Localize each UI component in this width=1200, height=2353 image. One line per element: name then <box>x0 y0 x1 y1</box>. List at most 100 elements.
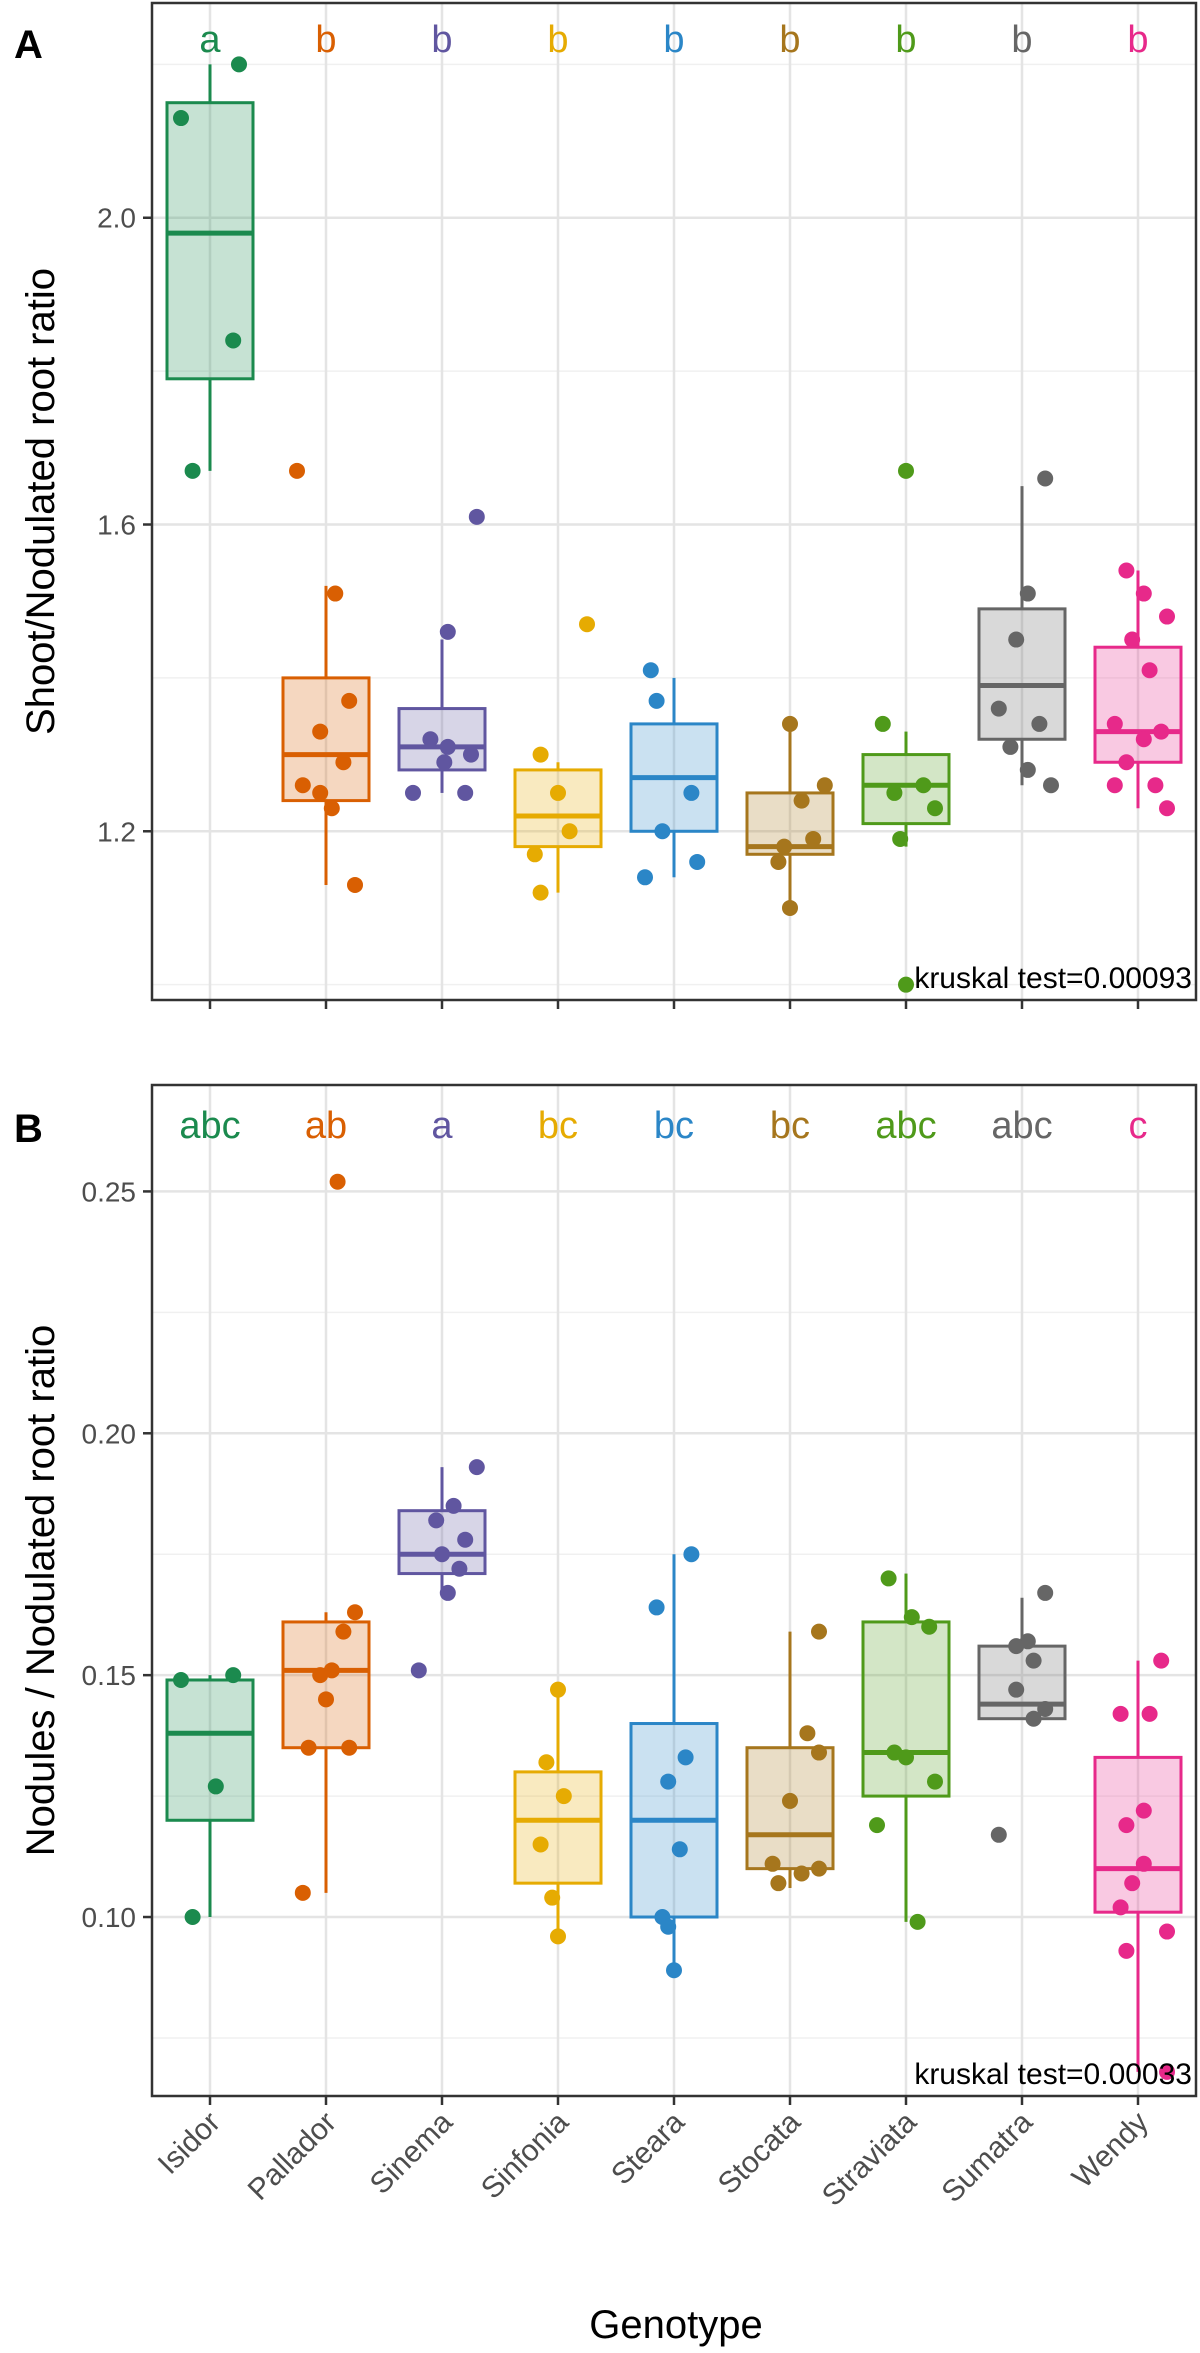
box-sinfonia <box>513 1689 603 1932</box>
y-tick-label: 0.25 <box>82 1176 137 1207</box>
data-point <box>689 853 706 870</box>
data-point <box>184 462 201 479</box>
data-point <box>642 662 659 679</box>
data-point <box>1159 2063 1175 2080</box>
panel-b-label: B <box>14 1107 43 1151</box>
data-point <box>550 784 566 801</box>
significance-letter: b <box>315 19 336 61</box>
panel-border <box>150 1 1198 1002</box>
data-point <box>173 110 189 127</box>
data-point <box>921 1618 938 1635</box>
data-point <box>927 800 943 817</box>
data-point <box>405 784 421 801</box>
panel-a: a b b b b b b b b 1.2 1.6 2.0 kruskal test=0.00093 Sh… <box>19 1 1198 1009</box>
box-pallador <box>281 1612 371 1893</box>
significance-letter: bc <box>770 1105 810 1147</box>
data-point <box>544 1889 561 1906</box>
data-point <box>173 1671 189 1688</box>
data-point <box>1118 754 1135 771</box>
data-point <box>1135 1855 1152 1872</box>
data-point <box>347 876 363 893</box>
data-point <box>880 1570 897 1587</box>
data-point <box>341 1739 358 1756</box>
box-iqr <box>165 1678 255 1822</box>
significance-letter: a <box>199 19 221 61</box>
y-axis-title: Nodules / Nodulated root ratio <box>19 1325 63 1856</box>
data-point <box>532 746 549 763</box>
data-point <box>1025 1652 1042 1669</box>
significance-letter: b <box>547 19 568 61</box>
data-point <box>289 462 305 479</box>
data-point <box>225 1667 242 1684</box>
data-point <box>327 585 344 602</box>
data-point <box>463 746 479 763</box>
data-point <box>335 1623 352 1640</box>
data-point <box>451 1560 468 1577</box>
data-point <box>1112 1705 1129 1722</box>
box-iqr <box>977 607 1067 741</box>
y-tick-label: 0.15 <box>82 1660 137 1691</box>
data-point <box>468 508 485 525</box>
data-point <box>874 715 891 732</box>
data-point <box>312 1667 329 1684</box>
data-point <box>1135 731 1152 748</box>
significance-letter: a <box>431 1105 453 1147</box>
data-point <box>915 777 932 794</box>
data-point <box>990 700 1007 717</box>
data-point <box>776 838 793 855</box>
panel-border <box>150 1083 1198 2098</box>
data-point <box>805 830 822 847</box>
data-point <box>422 731 439 748</box>
data-point <box>660 1918 677 1935</box>
y-tick-label: 2.0 <box>97 203 136 234</box>
significance-letter: b <box>895 19 916 61</box>
data-point <box>231 56 247 73</box>
data-point <box>318 1691 334 1708</box>
data-point <box>1112 1899 1129 1916</box>
data-point <box>1159 608 1175 625</box>
data-point <box>1118 1817 1135 1834</box>
data-point <box>329 1173 346 1190</box>
box-iqr <box>165 101 255 381</box>
kruskal-annotation: kruskal test=0.00033 <box>914 2058 1192 2091</box>
data-point <box>1141 1705 1158 1722</box>
box-isidor <box>165 64 255 471</box>
data-point <box>341 692 358 709</box>
data-point <box>1043 777 1059 794</box>
significance-letter: ab <box>305 1105 347 1147</box>
data-point <box>550 1681 566 1698</box>
data-point <box>225 332 242 349</box>
data-point <box>1124 1875 1141 1892</box>
y-tick-label: 1.6 <box>97 510 136 541</box>
y-tick-label: 0.10 <box>82 1902 137 1933</box>
data-point <box>445 1497 462 1514</box>
data-point <box>793 792 810 809</box>
data-point <box>436 754 453 771</box>
data-point <box>1037 1584 1054 1601</box>
significance-letter: b <box>431 19 452 61</box>
panel-a-label: A <box>14 23 43 67</box>
data-point <box>1141 662 1158 679</box>
significance-letter: bc <box>654 1105 694 1147</box>
data-point <box>1002 738 1019 755</box>
data-point <box>439 738 456 755</box>
significance-letter: bc <box>538 1105 578 1147</box>
significance-letter: b <box>1127 19 1148 61</box>
data-point <box>428 1512 445 1529</box>
data-point <box>579 616 595 633</box>
data-point <box>770 1875 787 1892</box>
data-point <box>1118 562 1135 579</box>
data-point <box>294 777 311 794</box>
data-point <box>1159 1923 1175 1940</box>
box-sinfonia <box>513 762 603 893</box>
data-point <box>532 1836 549 1853</box>
data-point <box>892 830 909 847</box>
data-point <box>654 823 671 840</box>
box-iqr <box>1093 645 1183 764</box>
box-iqr <box>861 1620 951 1798</box>
data-point <box>637 869 653 886</box>
data-point <box>347 1604 363 1621</box>
data-point <box>990 1826 1007 1843</box>
data-point <box>1031 715 1048 732</box>
